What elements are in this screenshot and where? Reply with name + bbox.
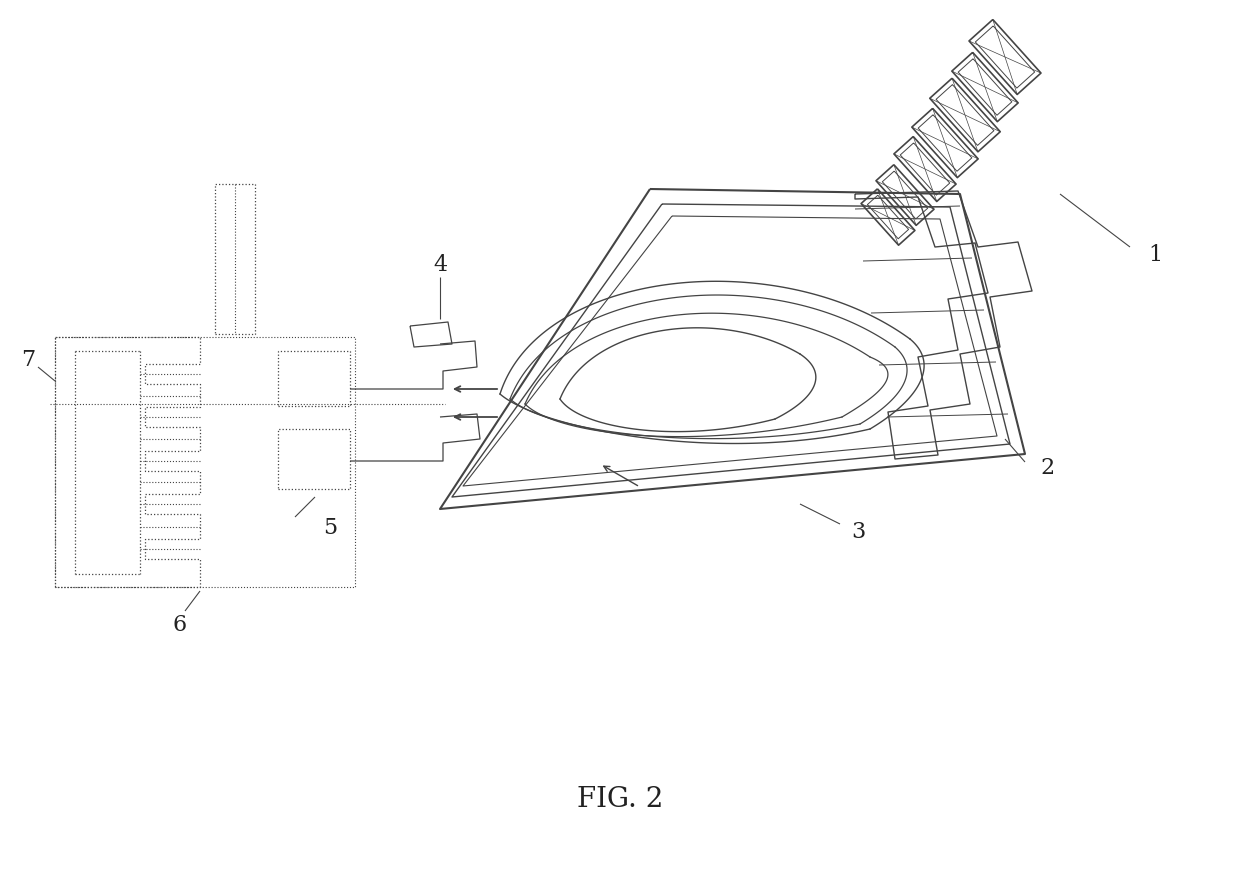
- Text: 7: 7: [21, 348, 35, 370]
- Bar: [278, 429, 350, 489]
- Text: 2: 2: [1040, 456, 1055, 479]
- Text: 5: 5: [322, 516, 337, 539]
- Text: 3: 3: [851, 521, 866, 542]
- Bar: [55, 338, 355, 587]
- Text: 6: 6: [172, 614, 187, 635]
- Text: 4: 4: [433, 254, 448, 275]
- Bar: [215, 185, 255, 335]
- Text: 1: 1: [1148, 243, 1162, 266]
- Bar: [278, 352, 350, 407]
- Text: FIG. 2: FIG. 2: [577, 786, 663, 813]
